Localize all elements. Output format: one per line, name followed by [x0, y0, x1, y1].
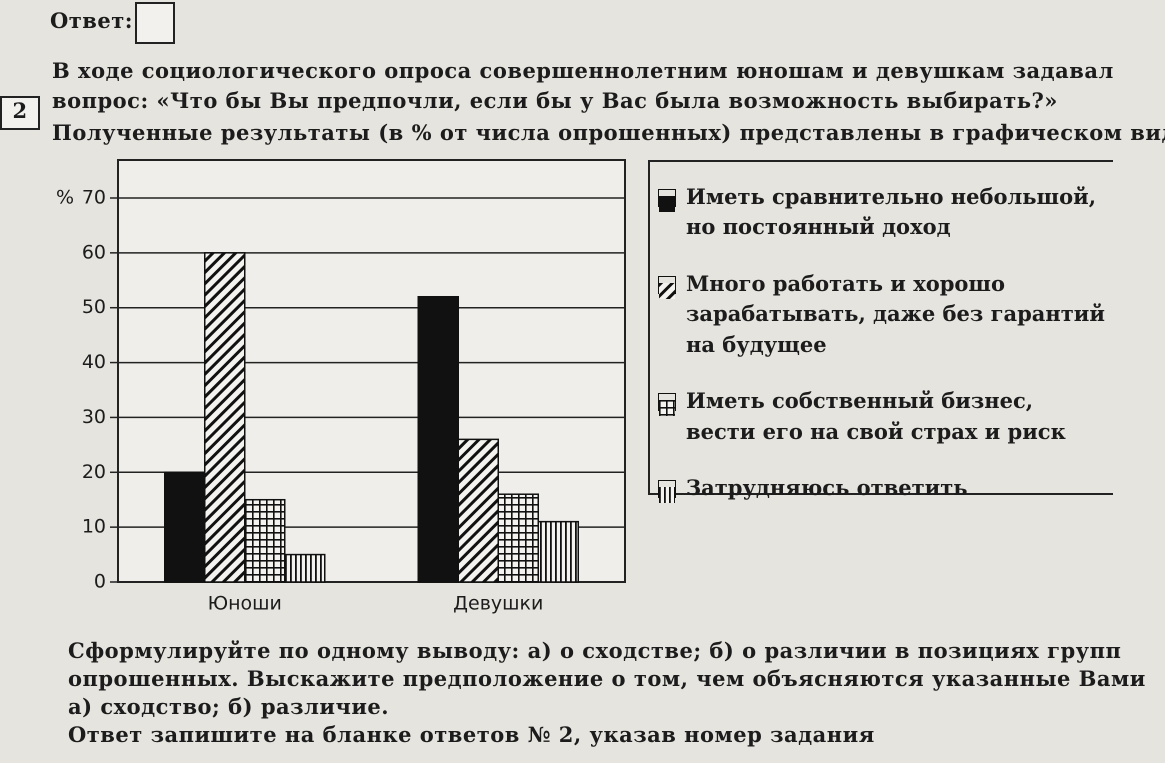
y-tick-label: 20: [82, 461, 106, 483]
task-number: 2: [0, 96, 40, 130]
legend-item: Много работать и хорошо зарабатывать, да…: [658, 269, 1105, 360]
y-tick-label: 30: [82, 406, 106, 428]
legend-swatch: [658, 480, 676, 504]
footer-line: опрошенных. Выскажите предположение о то…: [68, 666, 1146, 691]
answer-box: [135, 2, 175, 44]
legend-label: Затрудняюсь ответить: [686, 475, 968, 501]
question-line: вопрос: «Что бы Вы предпочли, если бы у …: [52, 88, 1058, 113]
bar: [204, 252, 246, 583]
bar: [497, 493, 539, 583]
y-tick-label: 0: [94, 571, 106, 593]
legend-swatch: [658, 189, 676, 212]
x-tick-label: Юноши: [208, 593, 282, 615]
bar: [284, 553, 326, 583]
bar: [417, 295, 459, 583]
footer-line: Сформулируйте по одному выводу: а) о схо…: [68, 638, 1122, 663]
legend-item: Иметь собственный бизнес, вести его на с…: [658, 386, 1105, 447]
answer-label: Ответ:: [50, 8, 134, 33]
x-tick-label: Девушки: [453, 593, 543, 615]
legend-item: Иметь сравнительно небольшой, но постоян…: [658, 182, 1105, 243]
y-tick-label: 70: [82, 187, 106, 209]
question-line: Полученные результаты (в % от числа опро…: [52, 120, 1165, 145]
bar: [164, 471, 206, 583]
footer-line: Ответ запишите на бланке ответов № 2, ук…: [68, 722, 875, 747]
legend-label: Иметь сравнительно небольшой, но постоян…: [686, 184, 1097, 240]
legend-label: Много работать и хорошо зарабатывать, да…: [686, 270, 1105, 357]
legend: Иметь сравнительно небольшой, но постоян…: [648, 160, 1113, 504]
legend-label: Иметь собственный бизнес, вести его на с…: [686, 388, 1066, 444]
bar: [537, 520, 579, 583]
legend-swatch: [658, 275, 676, 299]
question-line: В ходе социологического опроса совершенн…: [52, 58, 1114, 83]
legend-swatch: [658, 393, 676, 417]
y-tick-label: 40: [82, 351, 106, 373]
y-tick-label: 60: [82, 241, 106, 263]
bar: [457, 438, 499, 583]
y-tick-label: 50: [82, 296, 106, 318]
bar: [244, 498, 286, 583]
legend-item: Затрудняюсь ответить: [658, 473, 1105, 504]
footer-line: а) сходство; б) различие.: [68, 694, 390, 719]
y-tick-label: 10: [82, 516, 106, 538]
y-axis-label: %: [56, 187, 74, 209]
